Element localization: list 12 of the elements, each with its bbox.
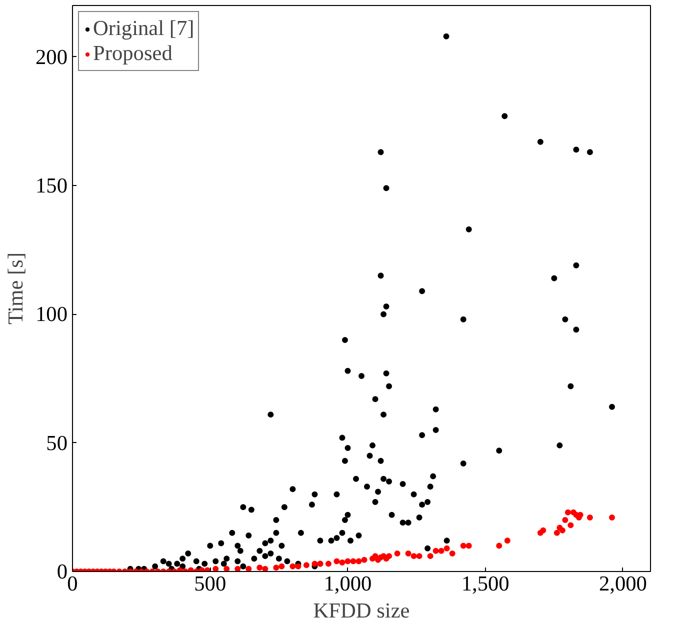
y-tick-label: 200 — [36, 44, 68, 69]
x-tick-label: 1,000 — [324, 572, 372, 596]
x-tick-label: 1,500 — [461, 572, 510, 596]
legend-label: Proposed — [93, 41, 172, 66]
y-tick-label: 100 — [36, 302, 68, 326]
x-tick-label: 500 — [194, 572, 226, 596]
y-tick-label: 50 — [46, 430, 68, 455]
x-tick-label: 2,000 — [598, 572, 647, 596]
legend-label: Original [7] — [93, 16, 194, 41]
y-axis-title: Time [s] — [4, 252, 28, 325]
x-axis-title: KFDD size — [313, 598, 410, 622]
y-tick-label: 150 — [36, 174, 68, 198]
